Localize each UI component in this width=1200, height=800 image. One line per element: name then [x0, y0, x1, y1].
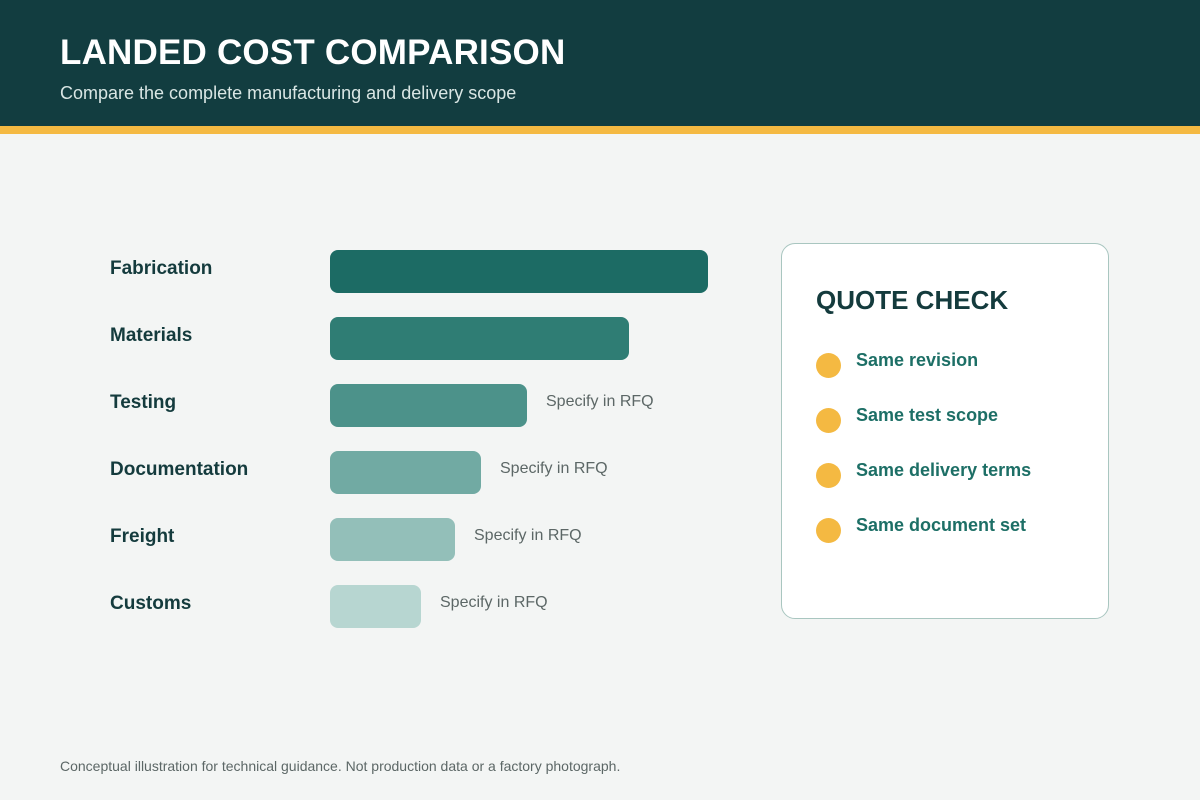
bullet-dot-icon [816, 518, 841, 543]
bullet-dot-icon [816, 463, 841, 488]
cost-bar [330, 384, 527, 427]
footnote: Conceptual illustration for technical gu… [60, 758, 621, 774]
cost-category-label: Documentation [110, 459, 249, 480]
cost-bar [330, 317, 629, 360]
cost-category-label: Testing [110, 392, 177, 413]
checklist-item-label: Same document set [856, 515, 1027, 535]
accent-divider [0, 126, 1200, 134]
header-banner: LANDED COST COMPARISON Compare the compl… [0, 0, 1200, 126]
bar-annotation: Specify in RFQ [440, 594, 548, 611]
cost-bar [330, 250, 708, 293]
checklist-item: Same revision [816, 348, 1096, 378]
cost-row: Customs Specify in RFQ [0, 585, 760, 629]
cost-row: Freight Specify in RFQ [0, 518, 760, 562]
bullet-dot-icon [816, 353, 841, 378]
bar-annotation: Specify in RFQ [500, 460, 608, 477]
quote-check-card: QUOTE CHECK Same revision Same test scope… [781, 243, 1109, 619]
quote-check-title: QUOTE CHECK [816, 285, 1009, 315]
cost-row: Testing Specify in RFQ [0, 384, 760, 428]
page-subtitle: Compare the complete manufacturing and d… [60, 83, 517, 103]
cost-category-label: Freight [110, 526, 175, 547]
cost-bar [330, 518, 455, 561]
cost-category-label: Fabrication [110, 258, 213, 279]
checklist-item: Same document set [816, 513, 1096, 543]
cost-bar [330, 451, 481, 494]
bullet-dot-icon [816, 408, 841, 433]
checklist-item-label: Same delivery terms [856, 460, 1032, 480]
checklist-item: Same delivery terms [816, 458, 1096, 488]
bar-annotation: Specify in RFQ [546, 393, 654, 410]
page-title: LANDED COST COMPARISON [60, 33, 566, 72]
checklist-item-label: Same test scope [856, 405, 999, 425]
cost-row: Documentation Specify in RFQ [0, 451, 760, 495]
cost-category-label: Materials [110, 325, 193, 346]
bar-annotation: Specify in RFQ [474, 527, 582, 544]
checklist-item: Same test scope [816, 403, 1096, 433]
cost-category-label: Customs [110, 593, 192, 614]
cost-bar [330, 585, 421, 628]
checklist-item-label: Same revision [856, 350, 979, 370]
cost-row: Materials [0, 317, 760, 361]
cost-row: Fabrication [0, 250, 760, 294]
